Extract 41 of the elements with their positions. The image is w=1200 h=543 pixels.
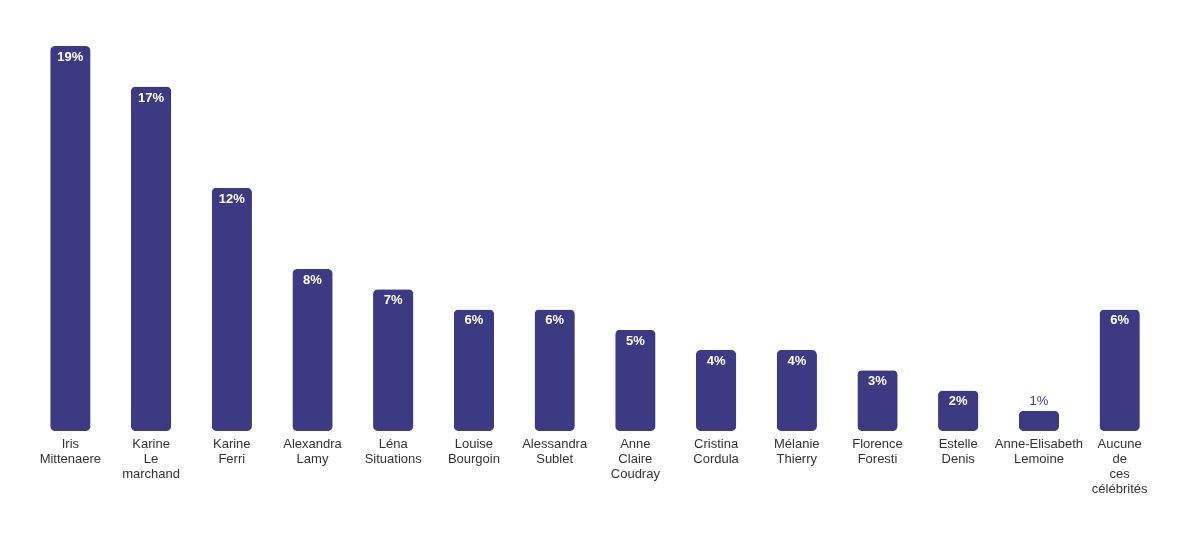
bar	[615, 329, 656, 431]
bar	[211, 187, 252, 431]
data-label: 5%	[625, 332, 646, 348]
data-label: 7%	[383, 292, 404, 308]
data-label: 6%	[1110, 312, 1130, 328]
data-label: 6%	[464, 312, 484, 328]
data-label: 1%	[1029, 392, 1049, 408]
data-label: 12%	[218, 190, 246, 206]
x-tick-label: Alessandra Sublet	[522, 435, 588, 466]
x-tick-label: Iris Mittenaere	[39, 435, 102, 466]
data-label: 3%	[868, 373, 888, 389]
x-tick-label: Alexandra Lamy	[283, 435, 343, 466]
bar	[695, 349, 737, 431]
data-label: 4%	[706, 352, 726, 368]
bar	[776, 349, 817, 431]
x-tick-label: Estelle Denis	[938, 435, 978, 466]
x-tick-label: Florence Foresti	[852, 435, 903, 466]
x-tick-label: Anne Claire Coudray	[610, 435, 661, 481]
bar	[373, 289, 414, 431]
x-tick-label: Aucune de ces célébrités	[1091, 435, 1148, 496]
x-tick-label: Karine Le marchand	[122, 435, 180, 481]
x-tick-label: Louise Bourgoin	[447, 435, 500, 466]
bar	[453, 309, 495, 431]
bar	[292, 268, 333, 431]
bar	[1099, 309, 1140, 431]
x-tick-label: Cristina Cordula	[693, 435, 740, 466]
x-tick-label: Anne-Elisabeth Lemoine	[994, 435, 1084, 466]
bar	[130, 86, 172, 431]
data-label: 19%	[57, 49, 84, 64]
x-tick-label: Mélanie Thierry	[774, 435, 820, 466]
x-tick-label: Karine Ferri	[213, 435, 251, 466]
bar	[50, 46, 91, 431]
x-tick-label: Léna Situations	[364, 435, 423, 466]
bar	[1018, 410, 1060, 431]
data-label: 4%	[787, 352, 807, 368]
bar	[534, 309, 575, 431]
data-label: 17%	[138, 89, 165, 105]
data-label: 8%	[303, 271, 323, 287]
data-label: 2%	[948, 393, 969, 409]
data-label: 6%	[545, 312, 565, 328]
bar	[857, 370, 898, 431]
